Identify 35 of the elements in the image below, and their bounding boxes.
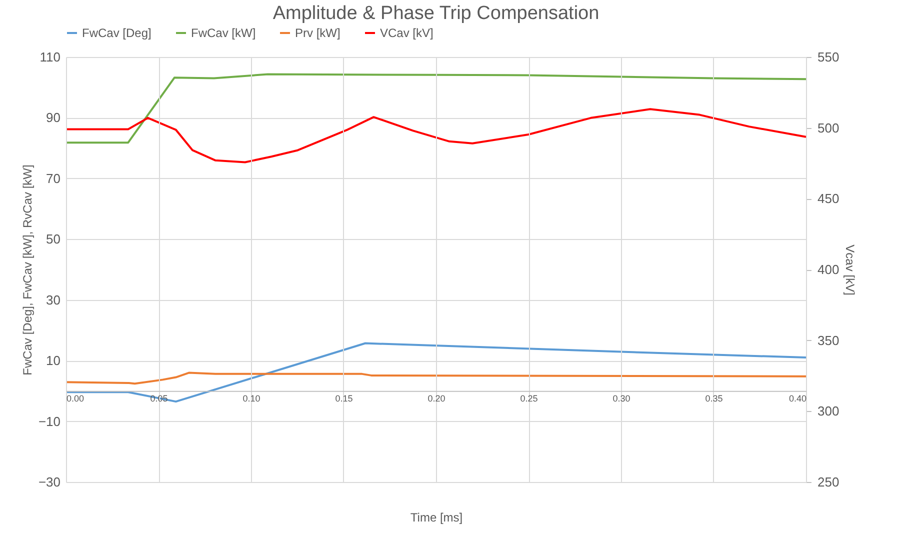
x-tick-label: 0.40 [788,393,806,404]
line-series [65,342,807,403]
x-tick-label: 0.15 [335,393,353,404]
x-tick-label: 0.30 [612,393,630,404]
y-tick-label: 10 [46,353,60,368]
x-tick-label: 0.35 [705,393,723,404]
y-tick-label: 50 [46,232,60,247]
y2-tick-label: 550 [818,50,840,64]
y-tick-label: 70 [46,170,60,186]
y-tick-label: 90 [46,110,60,126]
y-tick-label: 30 [46,292,60,308]
y-tick-label: −30 [38,474,60,490]
y2-tick-label: 300 [818,404,840,419]
x-tick-label: 0.25 [520,393,538,404]
legend-label: VCav [kV] [380,26,434,40]
legend-label: Prv [kW] [295,26,340,40]
line-series [65,372,807,385]
y-axis-title: FwCav [Deg], FwCav [kW], RvCav [kW] [20,164,34,376]
line-series [65,73,807,144]
y2-tick-label: 250 [818,474,840,490]
y-tick-label: −10 [38,414,60,429]
x-tick-label: 0.00 [66,393,84,404]
y2-tick-label: 400 [818,262,840,277]
x-tick-label: 0.10 [242,393,260,404]
y-tick-label: 110 [40,50,60,64]
y2-tick-label: 450 [818,191,840,206]
legend-label: FwCav [kW] [191,26,256,40]
x-tick-label: 0.20 [428,393,446,404]
y2-tick-label: 350 [818,332,840,348]
y2-tick-label: 500 [818,120,840,136]
legend-label: FwCav [Deg] [82,26,152,40]
x-axis-title: Time [ms] [410,510,463,524]
line-series [65,108,807,164]
y2-axis-title: Vcav [kV] [843,244,858,296]
chart-title: Amplitude & Phase Trip Compensation [272,3,600,24]
